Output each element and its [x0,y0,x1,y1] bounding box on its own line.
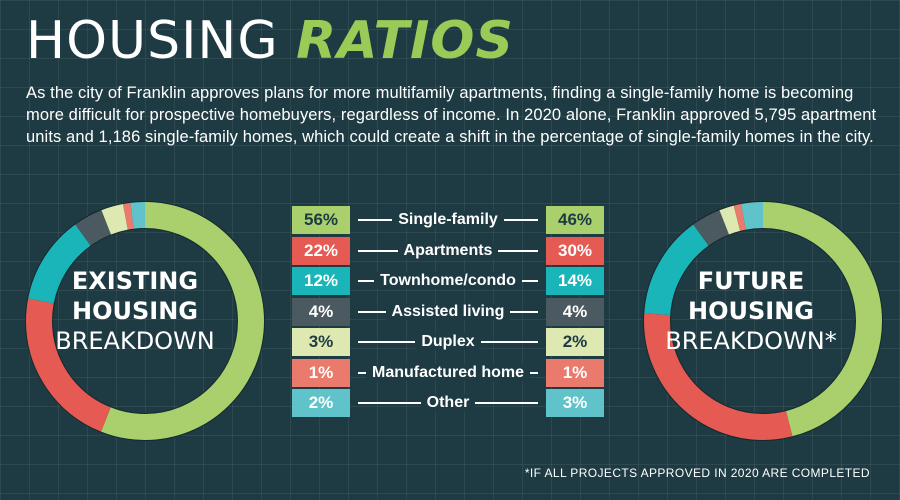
row-single-family: 56% Single-family 46% [292,206,604,234]
row-manufactured-home: 1% Manufactured home 1% [292,358,604,387]
category-label: Duplex [350,328,546,356]
title-accent: RATIOS [296,11,514,71]
future-value-single-family: 46% [546,206,604,234]
category-label: Single-family [350,206,546,234]
existing-slice-other [26,202,264,440]
existing-value-duplex: 3% [292,328,350,356]
existing-label-line1: EXISTING [71,267,199,295]
existing-slice-apartments [26,202,264,440]
existing-value-manufactured-home: 1% [292,358,350,387]
footnote: *IF ALL PROJECTS APPROVED IN 2020 ARE CO… [524,466,870,480]
existing-value-other: 2% [292,389,350,417]
future-housing-donut [643,201,883,441]
category-label: Townhome/condo [350,267,546,295]
category-label-text: Duplex [415,333,481,350]
future-housing-label: FUTURE HOUSING BREAKDOWN* [621,266,881,356]
category-label-text: Other [420,394,476,411]
existing-value-townhome-condo: 12% [292,267,350,295]
category-label: Manufactured home [350,359,546,387]
row-townhome-condo: 12% Townhome/condo 14% [292,267,604,295]
row-duplex: 3% Duplex 2% [292,328,604,356]
existing-housing-label: EXISTING HOUSING BREAKDOWN [5,266,265,356]
future-slice-other [644,202,882,440]
existing-value-single-family: 56% [292,206,350,234]
category-label-text: Apartments [397,241,499,259]
future-value-manufactured-home: 1% [546,358,604,387]
category-label-text: Manufactured home [365,363,530,381]
category-label-text: Assisted living [385,302,511,320]
category-label-text: Townhome/condo [374,272,522,289]
row-other: 2% Other 3% [292,389,604,417]
future-value-duplex: 2% [546,328,604,356]
future-slice-apartments [644,202,882,440]
intro-paragraph: As the city of Franklin approves plans f… [26,84,877,146]
future-value-other: 3% [546,389,604,417]
title-main: HOUSING [26,11,279,71]
existing-label-line2: HOUSING [72,297,198,325]
existing-housing-donut [25,201,265,441]
future-value-apartments: 30% [546,236,604,265]
existing-value-apartments: 22% [292,236,350,265]
future-value-assisted-living: 4% [546,297,604,326]
row-apartments: 22% Apartments 30% [292,236,604,265]
category-label: Apartments [350,237,546,265]
category-label: Assisted living [350,298,546,326]
row-assisted-living: 4% Assisted living 4% [292,297,604,326]
future-value-townhome-condo: 14% [546,267,604,295]
category-label-text: Single-family [392,211,504,228]
page-title: HOUSING RATIOS [26,8,514,74]
category-label: Other [350,389,546,417]
existing-value-assisted-living: 4% [292,297,350,326]
future-label-line1: FUTURE [697,267,805,295]
existing-label-line3: BREAKDOWN [55,327,215,355]
future-label-line3: BREAKDOWN* [665,327,837,355]
future-label-line2: HOUSING [688,297,814,325]
